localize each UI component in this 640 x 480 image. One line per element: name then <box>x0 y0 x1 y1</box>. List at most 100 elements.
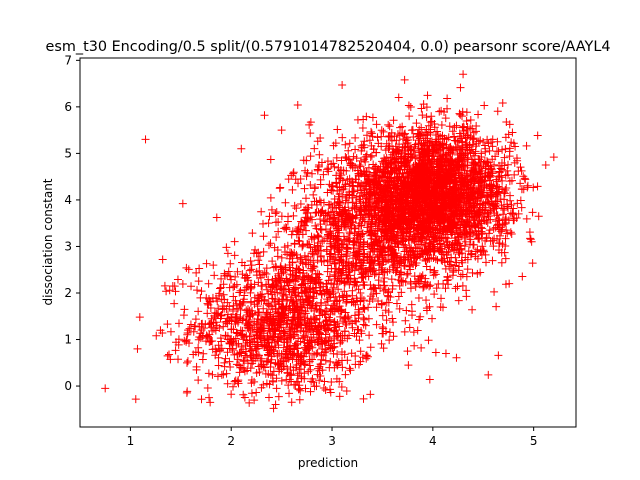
data-point <box>302 349 311 358</box>
data-point <box>303 168 312 177</box>
data-point <box>442 276 451 285</box>
data-point <box>214 353 223 362</box>
data-point <box>338 133 347 142</box>
data-point <box>392 299 401 308</box>
data-point <box>312 246 321 255</box>
data-point <box>309 294 318 303</box>
data-point <box>331 139 340 148</box>
data-point <box>203 332 212 341</box>
data-point <box>252 388 261 397</box>
data-point <box>305 325 314 334</box>
data-point <box>216 345 225 354</box>
data-point <box>313 348 322 357</box>
data-point <box>308 169 317 178</box>
data-point <box>270 298 279 307</box>
data-point <box>293 349 302 358</box>
data-point <box>180 336 189 345</box>
data-point <box>277 309 286 318</box>
data-point <box>277 365 286 374</box>
data-point <box>342 387 351 396</box>
data-point <box>236 286 245 295</box>
data-point <box>257 207 266 216</box>
data-point <box>386 132 395 141</box>
data-point <box>501 185 510 194</box>
data-point <box>461 237 470 246</box>
data-point <box>488 135 497 144</box>
data-point <box>246 257 255 266</box>
data-point <box>307 232 316 241</box>
data-point <box>253 315 262 324</box>
data-point <box>303 303 312 312</box>
data-point <box>465 240 474 249</box>
data-point <box>458 281 467 290</box>
data-point <box>253 338 262 347</box>
data-point <box>358 124 367 133</box>
data-point <box>321 225 330 234</box>
data-point <box>171 287 180 296</box>
data-point <box>205 338 214 347</box>
data-point <box>364 314 373 323</box>
data-point <box>246 284 255 293</box>
data-point <box>321 385 330 394</box>
data-point <box>339 317 348 326</box>
data-point <box>195 332 204 341</box>
data-point <box>474 110 483 119</box>
data-point <box>385 122 394 131</box>
data-point <box>212 213 221 222</box>
data-point <box>135 313 144 322</box>
data-point <box>274 279 283 288</box>
data-point <box>334 285 343 294</box>
data-point <box>206 398 215 407</box>
data-point <box>410 341 419 350</box>
data-point <box>354 285 363 294</box>
data-point <box>263 346 272 355</box>
data-point <box>476 169 485 178</box>
data-point <box>259 304 268 313</box>
data-point <box>306 129 315 138</box>
data-point <box>422 304 431 313</box>
data-point <box>413 243 422 252</box>
data-point <box>289 297 298 306</box>
data-point <box>152 331 161 340</box>
data-point <box>256 331 265 340</box>
data-point <box>492 302 501 311</box>
data-point <box>481 199 490 208</box>
data-point <box>213 372 222 381</box>
data-point <box>451 261 460 270</box>
data-point <box>185 324 194 333</box>
data-point <box>397 277 406 286</box>
data-point <box>240 261 249 270</box>
data-point <box>389 332 398 341</box>
data-point <box>219 280 228 289</box>
data-point <box>266 239 275 248</box>
data-point <box>189 327 198 336</box>
data-point <box>311 183 320 192</box>
data-point <box>310 263 319 272</box>
data-point <box>240 357 249 366</box>
data-point <box>190 321 199 330</box>
data-point <box>422 296 431 305</box>
data-point <box>409 328 418 337</box>
data-point <box>223 310 232 319</box>
data-point <box>308 301 317 310</box>
data-point <box>484 212 493 221</box>
data-point <box>322 326 331 335</box>
data-point <box>368 226 377 235</box>
data-point <box>359 278 368 287</box>
data-point <box>393 263 402 272</box>
data-point <box>245 398 254 407</box>
data-point <box>378 263 387 272</box>
data-point <box>253 352 262 361</box>
data-point <box>373 257 382 266</box>
data-point <box>192 365 201 374</box>
data-point <box>295 237 304 246</box>
data-point <box>264 356 273 365</box>
data-point <box>303 279 312 288</box>
data-point <box>186 320 195 329</box>
data-point <box>500 205 509 214</box>
data-point <box>223 379 232 388</box>
data-point <box>279 268 288 277</box>
data-point <box>351 145 360 154</box>
data-point <box>219 370 228 379</box>
data-point <box>418 111 427 120</box>
